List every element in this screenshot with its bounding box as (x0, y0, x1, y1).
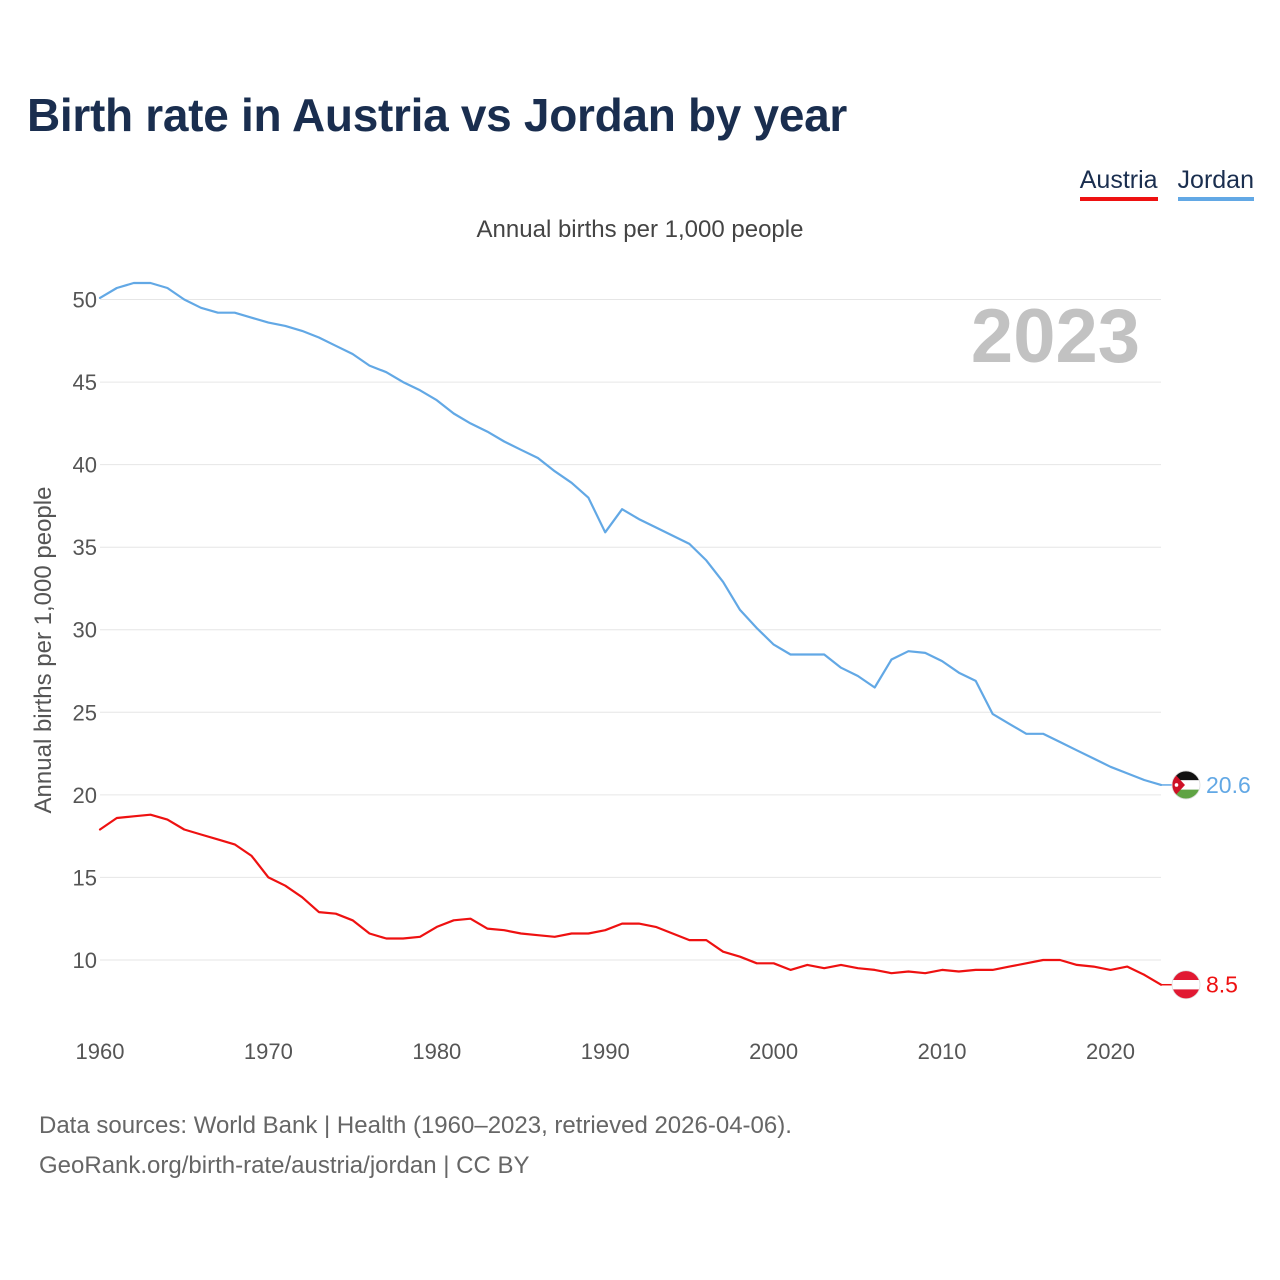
legend-item-austria[interactable]: Austria (1079, 166, 1158, 201)
series-lines (98, 281, 1163, 986)
y-tick-25: 25 (73, 700, 97, 725)
y-axis-ticks: 10 15 20 25 30 35 40 45 50 (73, 288, 97, 973)
x-tick-1960: 1960 (76, 1039, 125, 1064)
x-tick-1980: 1980 (412, 1039, 461, 1064)
flag-austria-icon (1172, 970, 1200, 999)
y-axis-label: Annual births per 1,000 people (30, 487, 57, 814)
y-tick-35: 35 (73, 535, 97, 560)
x-tick-2010: 2010 (918, 1039, 967, 1064)
source-line-1: Data sources: World Bank | Health (1960–… (39, 1112, 792, 1139)
source-note: Data sources: World Bank | Health (1960–… (39, 1106, 792, 1186)
x-tick-2020: 2020 (1086, 1039, 1135, 1064)
grid-lines (100, 299, 1161, 961)
x-axis-ticks: 1960 1970 1980 1990 2000 2010 2020 (76, 1039, 1135, 1064)
legend-item-jordan[interactable]: Jordan (1177, 166, 1254, 201)
chart-subtitle: Annual births per 1,000 people (476, 216, 804, 243)
chart-title: Birth rate in Austria vs Jordan by year (27, 89, 847, 141)
y-tick-45: 45 (73, 370, 97, 395)
y-tick-10: 10 (73, 948, 97, 973)
year-watermark: 2023 (971, 294, 1140, 379)
x-tick-1990: 1990 (581, 1039, 630, 1064)
y-tick-50: 50 (73, 288, 97, 313)
legend: Austria Jordan (1079, 166, 1254, 201)
end-markers: 8.5 20.6 (1161, 770, 1251, 1000)
y-tick-20: 20 (73, 783, 97, 808)
y-tick-30: 30 (73, 618, 97, 643)
series-line-austria (98, 813, 1163, 986)
series-line-jordan (98, 281, 1163, 787)
end-label-jordan: 20.6 (1206, 772, 1251, 798)
end-label-austria: 8.5 (1206, 972, 1238, 998)
y-tick-15: 15 (73, 865, 97, 890)
y-tick-40: 40 (73, 453, 97, 478)
x-tick-2000: 2000 (749, 1039, 798, 1064)
x-tick-1970: 1970 (244, 1039, 293, 1064)
source-line-2: GeoRank.org/birth-rate/austria/jordan | … (39, 1152, 530, 1179)
flag-jordan-icon (1172, 770, 1200, 799)
